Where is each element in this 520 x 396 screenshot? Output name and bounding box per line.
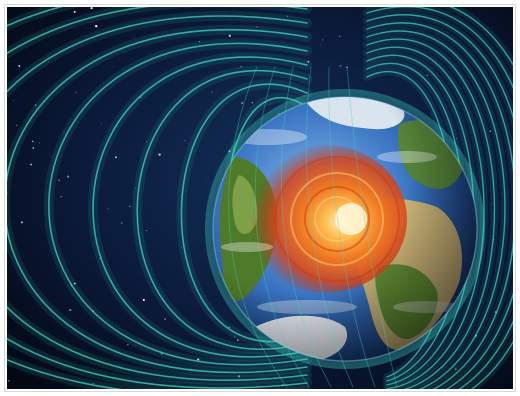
star [184,140,186,142]
star [63,131,65,133]
star [128,205,131,208]
field-line-front [306,66,354,388]
star [237,375,241,378]
star [197,358,200,361]
star [406,58,408,60]
star [158,153,161,156]
globe-shading [213,97,477,361]
earth-globe [205,89,485,369]
field-line [7,7,123,389]
star [18,65,21,67]
star [134,187,136,189]
scene-svg [7,7,513,389]
star [146,141,148,143]
field-line [7,7,308,389]
star [107,208,109,210]
field-line [366,7,513,389]
star [492,203,493,204]
star [120,222,123,224]
star [91,20,93,22]
star [32,140,34,143]
star [66,175,70,178]
field-line [180,83,308,343]
star [339,64,342,67]
field-line [366,30,506,389]
field-line [92,56,308,358]
star [95,24,98,28]
star [164,318,166,320]
star [8,379,10,382]
field-line [48,42,308,366]
field-line [7,15,308,381]
star [337,9,339,11]
field-line [448,7,513,389]
star [47,61,49,63]
field-line-front [280,66,332,388]
star [92,382,94,385]
star [234,336,236,338]
field-line-front [328,66,376,388]
star [45,343,47,344]
star [73,10,76,13]
star [322,39,324,41]
star [155,388,157,389]
field-line [7,29,308,374]
star [287,15,289,17]
star [489,130,491,132]
star [38,142,40,144]
field-line [366,14,513,389]
star [69,308,72,312]
star [426,74,428,76]
star [34,104,37,106]
star [228,326,230,329]
star [273,366,275,368]
star [142,298,145,301]
star [320,44,321,46]
star [32,147,34,149]
star [251,102,253,104]
star [346,66,348,69]
globe-rim [212,96,478,362]
field-line [366,22,513,389]
star [73,282,76,285]
star [58,179,61,182]
star [60,195,62,198]
field-line [366,38,496,389]
star [90,7,93,10]
star [207,115,209,116]
star [114,156,117,159]
star [7,192,8,194]
star [455,368,457,370]
star [30,163,33,166]
field-line-front [254,66,310,388]
star [75,91,77,94]
star [15,124,18,127]
star [256,26,258,28]
star [20,221,23,224]
star [241,102,244,104]
star [228,34,231,37]
field-line-front [228,66,288,388]
star [240,66,242,68]
star [127,343,129,346]
field-line [366,46,485,389]
star [181,247,182,249]
star [146,230,148,232]
star [173,17,175,18]
star [307,60,310,63]
star [211,91,213,93]
star [237,339,239,342]
magnetic-field-lines-front [228,66,398,388]
star [455,138,458,140]
star [13,100,15,102]
field-line [136,70,308,351]
earth-magnetic-field-illustration [7,7,513,389]
field-line-front [346,66,398,388]
star [198,40,201,43]
star [338,35,341,38]
magnetic-field-lines-left [7,7,312,389]
star [100,122,102,124]
image-frame [4,4,516,392]
